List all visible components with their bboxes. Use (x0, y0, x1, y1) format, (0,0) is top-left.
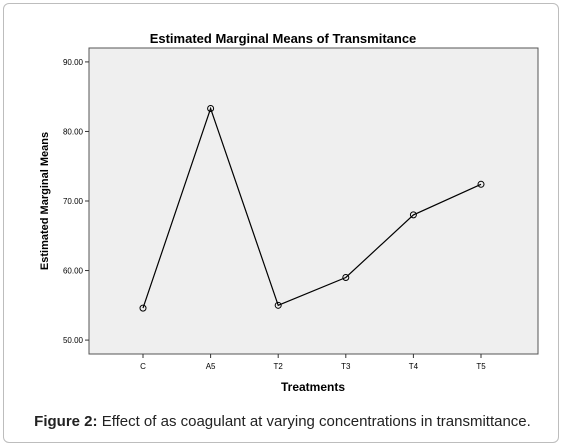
x-axis-label: Treatments (281, 380, 345, 394)
y-tick-label: 50.00 (63, 336, 84, 345)
data-point (409, 211, 417, 219)
y-tick-label: 80.00 (63, 127, 84, 136)
y-tick-label: 90.00 (63, 58, 84, 67)
line-chart: Estimated Marginal Means of Transmitance… (39, 31, 539, 394)
series-transmittance (139, 105, 485, 312)
x-axis-ticks: C A5 T2 T3 T4 T5 (140, 354, 486, 371)
data-point (342, 274, 350, 281)
y-axis-ticks: 50.00 60.00 70.00 80.00 90.00 (63, 58, 89, 345)
data-point (274, 301, 282, 309)
x-tick-label: C (140, 362, 146, 371)
chart-title: Estimated Marginal Means of Transmitance (150, 31, 417, 46)
data-point (207, 105, 215, 113)
caption-label: Figure 2: (34, 413, 98, 430)
data-point (139, 304, 147, 312)
y-tick-label: 70.00 (63, 197, 84, 206)
figure-caption: Figure 2: Effect of as coagulant at vary… (0, 413, 565, 430)
x-tick-label: T2 (274, 362, 284, 371)
series-line (142, 106, 482, 309)
y-axis-label: Estimated Marginal Means (39, 132, 51, 270)
x-tick-label: T5 (476, 362, 486, 371)
data-point (477, 180, 485, 188)
plot-area (88, 47, 539, 355)
x-tick-label: T3 (341, 362, 351, 371)
caption-text: Effect of as coagulant at varying concen… (101, 413, 531, 430)
x-tick-label: A5 (206, 362, 216, 371)
y-tick-label: 60.00 (63, 267, 84, 276)
x-tick-label: T4 (409, 362, 419, 371)
